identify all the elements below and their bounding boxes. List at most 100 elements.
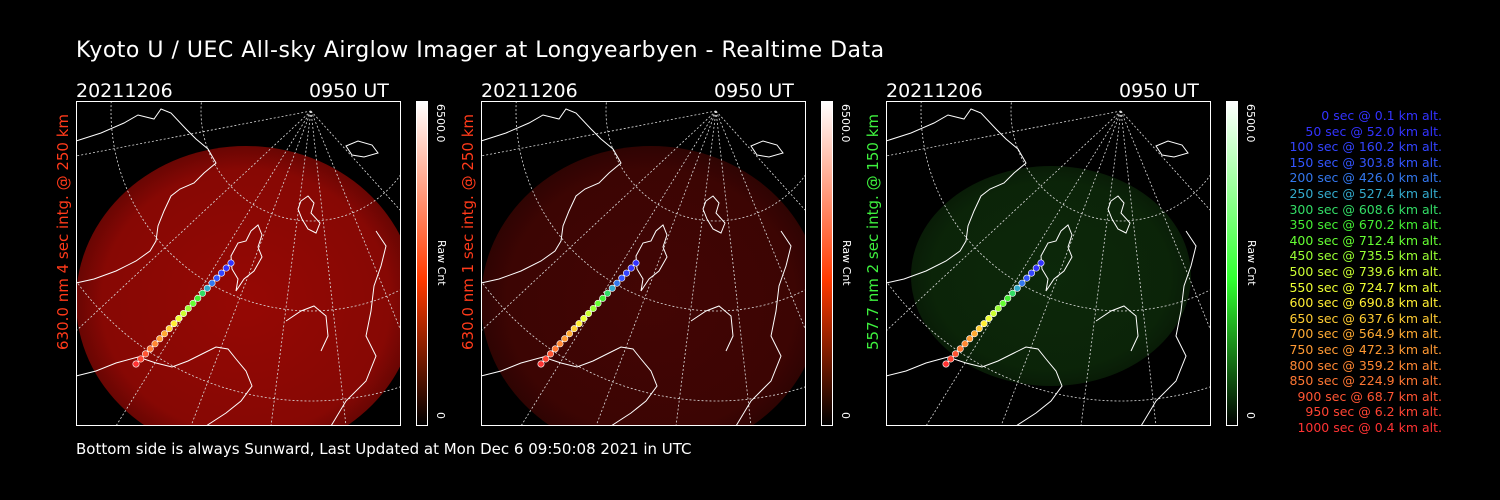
legend-item: 250 sec @ 527.4 km alt. [1289, 185, 1442, 201]
trajectory-point [213, 274, 221, 282]
panel-date: 20211206 [76, 80, 173, 102]
trajectory-point [594, 299, 602, 307]
legend-item: 450 sec @ 735.5 km alt. [1289, 248, 1442, 264]
trajectory-point [556, 340, 564, 348]
trajectory-point [132, 360, 140, 368]
trajectory-point [599, 294, 607, 302]
legend-item: 150 sec @ 303.8 km alt. [1289, 154, 1442, 170]
trajectory-point [980, 320, 988, 328]
colorbar [821, 101, 833, 426]
legend-item: 950 sec @ 6.2 km alt. [1305, 404, 1442, 420]
trajectory-point [551, 345, 559, 353]
airglow-map-image [76, 101, 401, 426]
trajectory-point [146, 345, 154, 353]
trajectory-point [999, 299, 1007, 307]
trajectory-point [208, 279, 216, 287]
legend-item: 600 sec @ 690.8 km alt. [1289, 295, 1442, 311]
legend-item: 700 sec @ 564.9 km alt. [1289, 326, 1442, 342]
lat-lon-grid [76, 101, 401, 426]
trajectory-point [618, 274, 626, 282]
trajectory [537, 259, 640, 368]
trajectory-point [1023, 274, 1031, 282]
trajectory-point [165, 325, 173, 333]
trajectory-point [966, 335, 974, 343]
trajectory-point [156, 335, 164, 343]
legend-item: 750 sec @ 472.3 km alt. [1289, 341, 1442, 357]
trajectory-point [585, 310, 593, 318]
panel-time: 0950 UT [309, 80, 389, 102]
legend-item: 550 sec @ 724.7 km alt. [1289, 279, 1442, 295]
trajectory-point [994, 304, 1002, 312]
trajectory-point [203, 284, 211, 292]
map-frame [481, 101, 806, 426]
colorbar-unit-label: Raw Cnt [840, 240, 853, 286]
trajectory-point [589, 304, 597, 312]
trajectory-point [1028, 269, 1036, 277]
trajectory-point [218, 269, 226, 277]
colorbar-min-label: 0 [434, 412, 447, 419]
trajectory-point [547, 350, 555, 358]
colorbar [416, 101, 428, 426]
panel-ylabel: 557.7 nm 2 sec intg. @ 150 km [864, 113, 882, 350]
trajectory-point [542, 355, 550, 363]
trajectory-point [1018, 279, 1026, 287]
panel-ylabel: 630.0 nm 1 sec intg. @ 250 km [459, 113, 477, 350]
panel-630nm-1sec: 20211206 0950 UT 630.0 nm 1 sec intg. @ … [459, 80, 941, 440]
trajectory-point [613, 279, 621, 287]
trajectory-point [222, 264, 230, 272]
coastlines [481, 108, 792, 426]
trajectory-point [170, 320, 178, 328]
map-frame [886, 101, 1211, 426]
trajectory-point [604, 289, 612, 297]
panel-time: 0950 UT [714, 80, 794, 102]
trajectory-point [956, 345, 964, 353]
trajectory-point [1009, 289, 1017, 297]
colorbar-min-label: 0 [839, 412, 852, 419]
trajectory-point [199, 289, 207, 297]
trajectory-point [580, 315, 588, 323]
colorbar-unit-label: Raw Cnt [1245, 240, 1258, 286]
lat-lon-grid [481, 101, 806, 426]
trajectory-point [1004, 294, 1012, 302]
trajectory-legend: 0 sec @ 0.1 km alt. 50 sec @ 52.0 km alt.… [1262, 108, 1442, 435]
legend-item: 200 sec @ 426.0 km alt. [1289, 170, 1442, 186]
legend-item: 0 sec @ 0.1 km alt. [1321, 108, 1442, 123]
trajectory-point [537, 360, 545, 368]
trajectory-point [227, 259, 235, 267]
panel-557nm-2sec: 20211206 0950 UT 557.7 nm 2 sec intg. @ … [864, 80, 1346, 440]
trajectory-point [151, 340, 159, 348]
coastlines [76, 108, 387, 426]
legend-item: 1000 sec @ 0.4 km alt. [1297, 419, 1442, 435]
panel-630nm-4sec: 20211206 0950 UT 630.0 nm 4 sec intg. @ … [54, 80, 536, 440]
trajectory-point [608, 284, 616, 292]
airglow-region [76, 146, 401, 426]
colorbar-max-label: 6500.0 [434, 104, 447, 143]
colorbar [1226, 101, 1238, 426]
trajectory-point [952, 350, 960, 358]
legend-item: 850 sec @ 224.9 km alt. [1289, 373, 1442, 389]
colorbar-max-label: 6500.0 [839, 104, 852, 143]
airglow-map-image [886, 101, 1211, 426]
trajectory-point [975, 325, 983, 333]
coastlines [886, 108, 1197, 426]
airglow-region [481, 146, 806, 426]
panel-time: 0950 UT [1119, 80, 1199, 102]
trajectory-point [142, 350, 150, 358]
trajectory-point [161, 330, 169, 338]
footer-status: Bottom side is always Sunward, Last Upda… [76, 440, 692, 458]
map-frame [76, 101, 401, 426]
trajectory-point [627, 264, 635, 272]
colorbar-min-label: 0 [1244, 412, 1257, 419]
trajectory-point [175, 315, 183, 323]
trajectory-point [632, 259, 640, 267]
legend-item: 900 sec @ 68.7 km alt. [1297, 388, 1442, 404]
trajectory-point [566, 330, 574, 338]
trajectory-point [961, 340, 969, 348]
legend-item: 100 sec @ 160.2 km alt. [1289, 139, 1442, 155]
trajectory-point [1037, 259, 1045, 267]
legend-item: 300 sec @ 608.6 km alt. [1289, 201, 1442, 217]
legend-item: 400 sec @ 712.4 km alt. [1289, 232, 1442, 248]
trajectory-point [561, 335, 569, 343]
trajectory-point [1013, 284, 1021, 292]
trajectory-point [942, 360, 950, 368]
